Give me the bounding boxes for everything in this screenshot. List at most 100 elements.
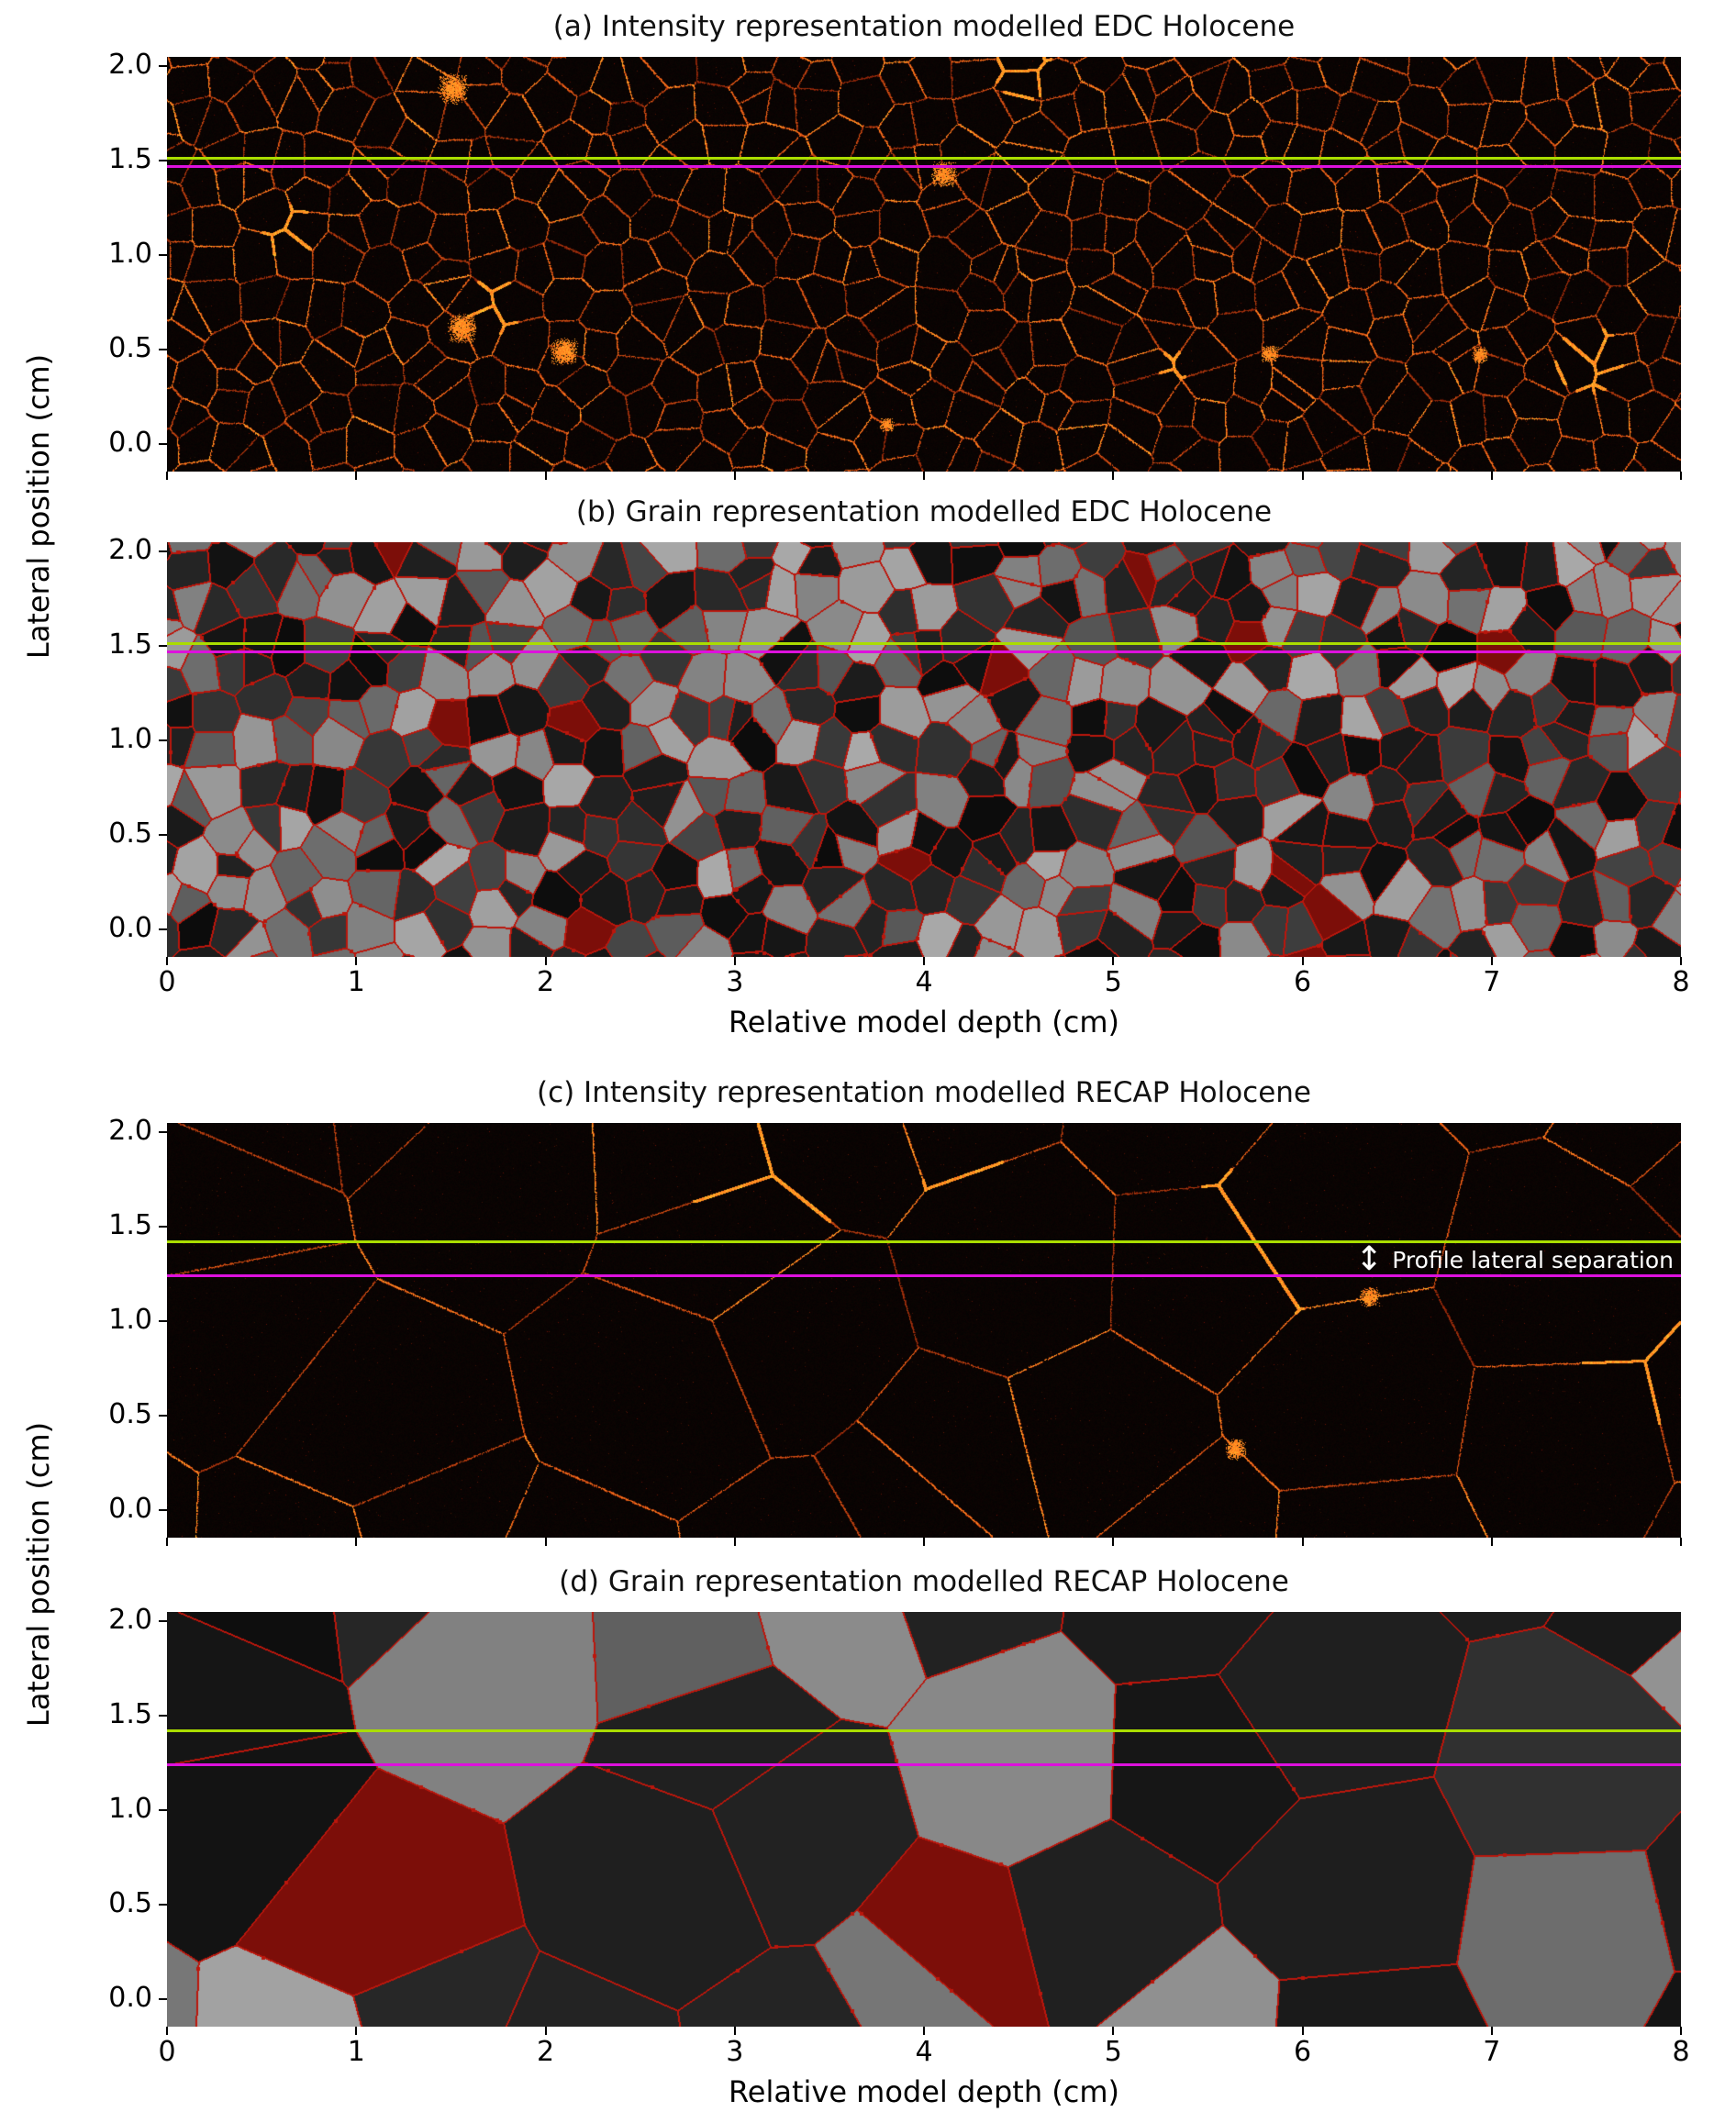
- y-tick-label: 0.5: [108, 1398, 152, 1431]
- x-tick-label: 8: [1672, 2036, 1690, 2068]
- x-tick-label: 0: [158, 2036, 176, 2068]
- x-tick: [1490, 957, 1493, 965]
- y-tick: [159, 1509, 167, 1512]
- x-tick: [1490, 472, 1493, 480]
- x-tick-label: 6: [1293, 966, 1312, 998]
- y-tick-label: 1.5: [108, 1208, 152, 1241]
- y-axis-label-bottom: Lateral position (cm): [21, 1421, 56, 1728]
- y-tick: [159, 928, 167, 931]
- x-tick: [1301, 1538, 1304, 1546]
- x-tick: [166, 1538, 168, 1546]
- x-tick-label: 5: [1104, 966, 1122, 998]
- y-tick: [159, 443, 167, 446]
- y-tick-label: 1.0: [108, 1793, 152, 1826]
- y-tick-label: 0.5: [108, 817, 152, 850]
- y-tick: [159, 159, 167, 161]
- profile-line-lower: [167, 164, 1681, 168]
- profile-line-upper: [167, 157, 1681, 161]
- x-tick: [1680, 1538, 1682, 1546]
- x-tick: [733, 472, 736, 480]
- x-tick: [544, 472, 547, 480]
- x-tick: [733, 957, 736, 965]
- x-tick-label: 7: [1483, 2036, 1501, 2068]
- x-tick: [1680, 2027, 1682, 2035]
- edc-intensity-image: [167, 57, 1681, 472]
- y-tick: [159, 739, 167, 741]
- y-tick-label: 1.0: [108, 238, 152, 271]
- x-tick-label: 1: [347, 2036, 365, 2068]
- recap-intensity-image: [167, 1123, 1681, 1538]
- x-axis-label-bottom-group: Relative model depth (cm): [728, 2074, 1120, 2109]
- y-tick-label: 0.5: [108, 332, 152, 365]
- x-tick: [355, 2027, 358, 2035]
- y-tick-label: 0.0: [108, 912, 152, 945]
- y-tick-label: 1.5: [108, 1697, 152, 1730]
- y-tick: [159, 349, 167, 351]
- vertical-double-arrow-icon: ↕: [1355, 1240, 1384, 1278]
- edc-grain-image: [167, 542, 1681, 957]
- x-tick-label: 6: [1293, 2036, 1312, 2068]
- profile-line-lower: [167, 650, 1681, 653]
- y-tick: [159, 1225, 167, 1228]
- x-tick: [1490, 2027, 1493, 2035]
- y-tick: [159, 1619, 167, 1622]
- y-tick-label: 1.0: [108, 723, 152, 756]
- x-tick-label: 1: [347, 966, 365, 998]
- x-tick: [355, 957, 358, 965]
- y-tick: [159, 834, 167, 837]
- x-tick: [1301, 957, 1304, 965]
- x-tick: [1112, 1538, 1115, 1546]
- x-tick: [1301, 2027, 1304, 2035]
- x-tick: [733, 2027, 736, 2035]
- x-tick: [923, 472, 925, 480]
- x-tick: [733, 1538, 736, 1546]
- panel-b-title: (b) Grain representation modelled EDC Ho…: [575, 495, 1273, 528]
- profile-line-upper: [167, 642, 1681, 646]
- profile-separation-label: Profile lateral separation: [1392, 1246, 1674, 1273]
- x-tick: [1112, 957, 1115, 965]
- profile-line-lower: [167, 1762, 1681, 1766]
- y-tick-label: 1.5: [108, 628, 152, 661]
- x-tick-labels-top-group: 0 1 2 3 4 5 6 7 8: [158, 966, 1689, 1001]
- panel-d-title: (d) Grain representation modelled RECAP …: [559, 1565, 1289, 1598]
- x-tick: [1680, 957, 1682, 965]
- x-tick: [166, 472, 168, 480]
- y-tick: [159, 644, 167, 647]
- y-tick: [159, 64, 167, 67]
- x-tick-label: 4: [915, 2036, 933, 2068]
- panel-a-plot: 2.0 1.5 1.0 0.5 0.0: [108, 49, 1682, 480]
- y-tick-label: 1.0: [108, 1304, 152, 1337]
- panel-d-plot: 2.0 1.5 1.0 0.5 0.0: [108, 1604, 1682, 2035]
- y-tick: [159, 1319, 167, 1322]
- y-tick: [159, 1415, 167, 1417]
- y-tick-label: 1.5: [108, 142, 152, 175]
- x-tick: [544, 957, 547, 965]
- panel-c-title: (c) Intensity representation modelled RE…: [536, 1076, 1312, 1109]
- x-tick: [355, 472, 358, 480]
- y-tick-label: 2.0: [108, 48, 152, 81]
- panel-b-plot: 2.0 1.5 1.0 0.5 0.0: [108, 534, 1682, 965]
- x-tick-label: 3: [726, 966, 744, 998]
- recap-grain-image: [167, 1612, 1681, 2027]
- y-tick-label: 0.5: [108, 1887, 152, 1920]
- x-tick: [544, 1538, 547, 1546]
- x-tick: [544, 2027, 547, 2035]
- y-tick: [159, 1714, 167, 1717]
- x-tick: [355, 1538, 358, 1546]
- x-tick: [1301, 472, 1304, 480]
- y-tick: [159, 1808, 167, 1811]
- x-tick: [1112, 472, 1115, 480]
- panel-c-plot: ↕ Profile lateral separation 2.0 1.5 1.0 0.…: [108, 1115, 1682, 1546]
- y-tick: [159, 550, 167, 552]
- x-tick: [1490, 1538, 1493, 1546]
- y-tick: [159, 253, 167, 256]
- profile-line-upper: [167, 1239, 1681, 1243]
- profile-separation-annotation: ↕ Profile lateral separation: [1355, 1239, 1674, 1281]
- profile-line-upper: [167, 1728, 1681, 1732]
- y-tick-label: 2.0: [108, 1114, 152, 1147]
- x-tick-label: 8: [1672, 966, 1690, 998]
- x-tick: [1112, 2027, 1115, 2035]
- x-tick-label: 0: [158, 966, 176, 998]
- x-tick: [923, 957, 925, 965]
